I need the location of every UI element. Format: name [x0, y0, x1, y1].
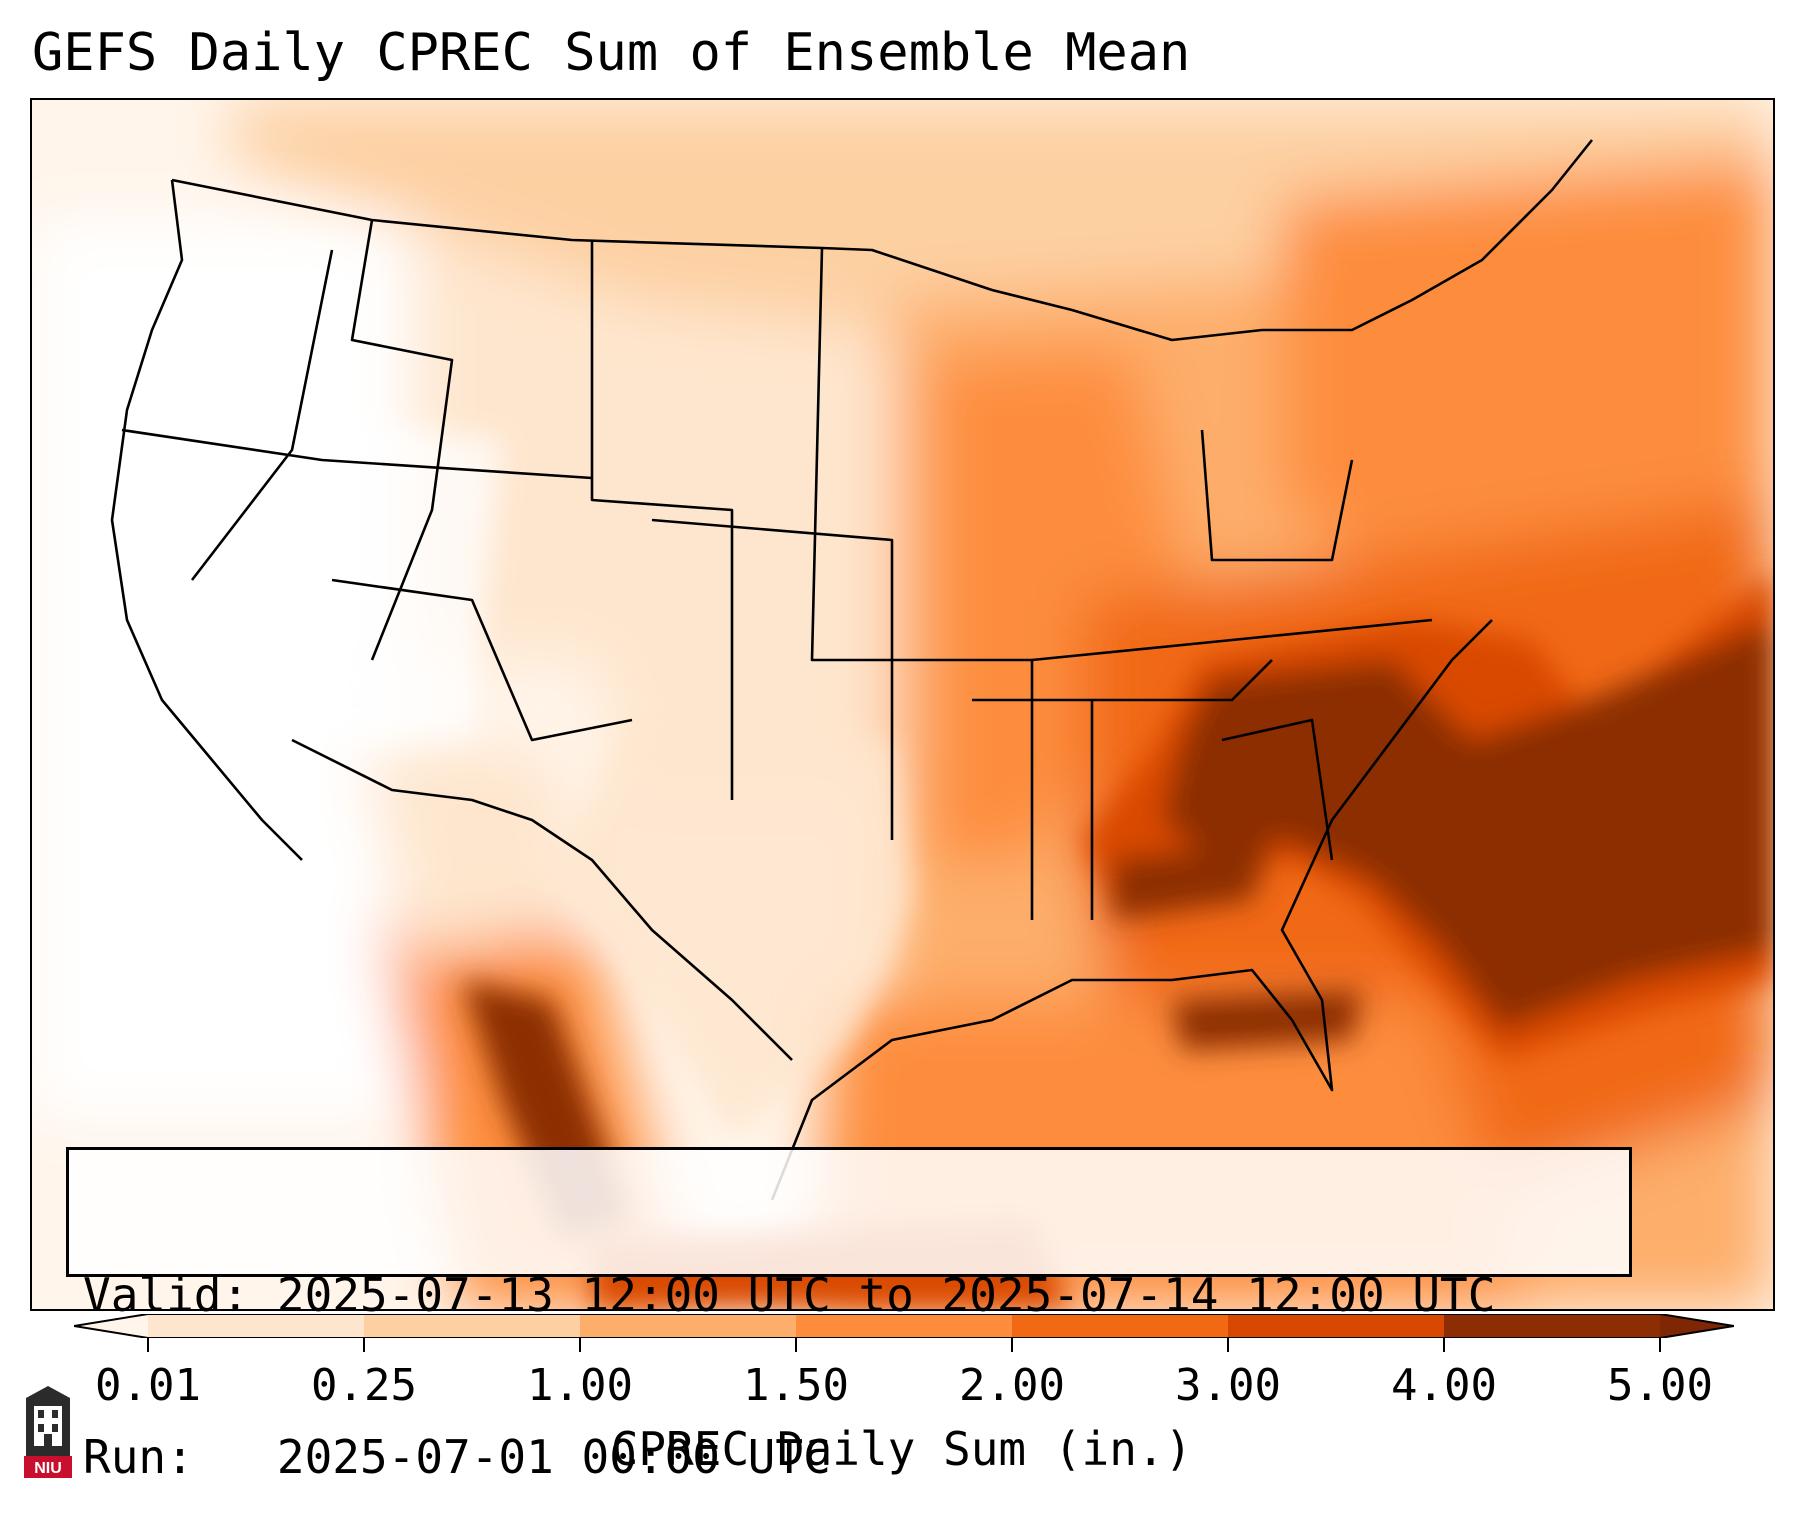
colorbar-segment — [364, 1314, 581, 1338]
colorbar-segment — [796, 1314, 1013, 1338]
valid-value: 2025-07-13 12:00 UTC to 2025-07-14 12:00… — [276, 1268, 1496, 1322]
colorbar-segment — [1444, 1314, 1661, 1338]
valid-label: Valid: — [83, 1268, 250, 1322]
valid-line: Valid: 2025-07-13 12:00 UTC to 2025-07-1… — [83, 1268, 1629, 1322]
colorbar-segment — [1012, 1314, 1229, 1338]
colorbar-tick-label: 3.00 — [1175, 1360, 1281, 1411]
colorbar-label: CPREC Daily Sum (in.) — [610, 1422, 1193, 1476]
colorbar-tick-mark — [1443, 1338, 1445, 1352]
run-line: Run: 2025-07-01 00:00 UTC — [83, 1430, 1629, 1484]
colorbar-tick-label: 1.00 — [527, 1360, 633, 1411]
colorbar-ticks: 0.01 0.25 1.00 1.50 2.00 3.00 4.00 5.00 — [0, 1338, 1803, 1416]
map-title: GEFS Daily CPREC Sum of Ensemble Mean — [32, 23, 1191, 83]
colorbar-segment — [148, 1314, 365, 1338]
colorbar-tick-mark — [1011, 1338, 1013, 1352]
colorbar-tick-label: 2.00 — [959, 1360, 1065, 1411]
colorbar-tick-label: 1.50 — [743, 1360, 849, 1411]
field-great-basin — [182, 400, 502, 740]
colorbar-segment — [1228, 1314, 1445, 1338]
niu-tower-logo-icon: NIU — [24, 1386, 72, 1478]
run-label: Run: — [83, 1430, 194, 1484]
boundaries — [110, 139, 1594, 1201]
field-texas — [552, 720, 912, 1140]
colorbar-tick-label: 0.01 — [95, 1360, 201, 1411]
logo-text: NIU — [34, 1460, 62, 1477]
precip-field — [32, 100, 1773, 1309]
colorbar-segment — [580, 1314, 797, 1338]
colorbar-segments — [148, 1314, 1661, 1338]
colorbar-tick-mark — [1227, 1338, 1229, 1352]
field-max — [462, 570, 1773, 1309]
colorbar-tick-mark — [1659, 1338, 1661, 1352]
precip-map — [30, 98, 1775, 1311]
valid-run-box: Valid: 2025-07-13 12:00 UTC to 2025-07-1… — [66, 1147, 1632, 1484]
colorbar-tick-mark — [363, 1338, 365, 1352]
colorbar-tick-label: 5.00 — [1607, 1360, 1713, 1411]
colorbar-tick-mark — [579, 1338, 581, 1352]
colorbar-tick-label: 4.00 — [1391, 1360, 1497, 1411]
colorbar-tick-mark — [147, 1338, 149, 1352]
colorbar-under-arrow — [74, 1314, 148, 1338]
colorbar-tick-label: 0.25 — [311, 1360, 417, 1411]
colorbar-tick-mark — [795, 1338, 797, 1352]
run-value: 2025-07-01 00:00 UTC — [276, 1430, 831, 1484]
colorbar — [74, 1314, 1734, 1338]
colorbar-over-arrow — [1660, 1314, 1734, 1338]
